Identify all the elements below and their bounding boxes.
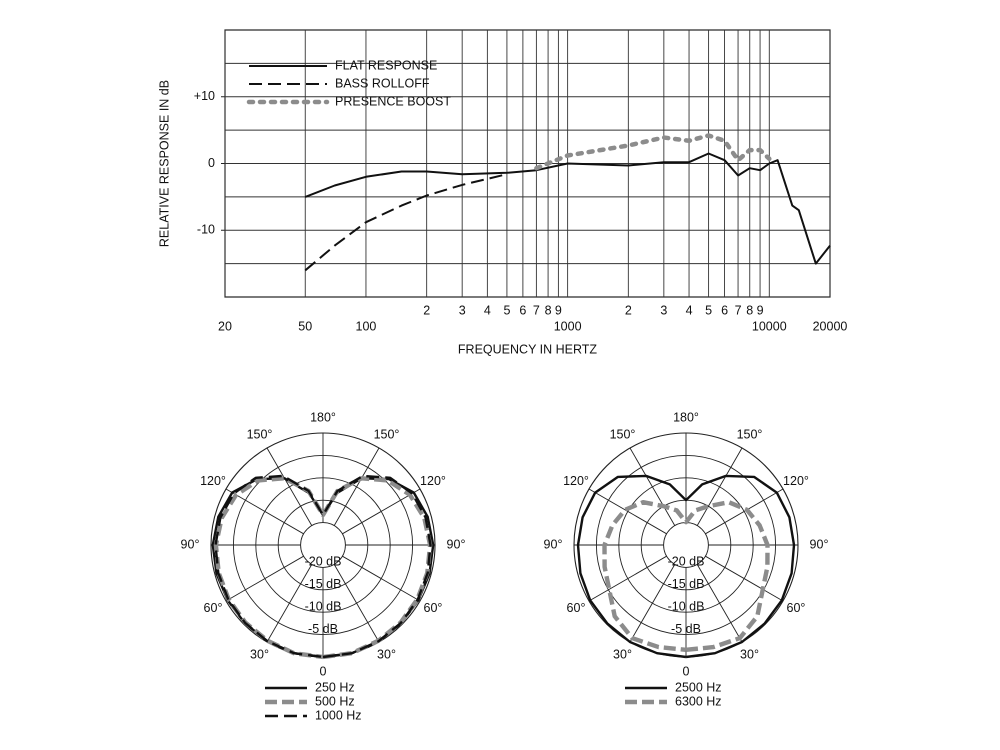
angle-label: 30° (377, 647, 396, 661)
ring-label: -15 dB (305, 577, 342, 591)
legend-label: BASS ROLLOFF (335, 76, 430, 90)
angle-label: 90° (810, 537, 829, 551)
y-axis-label: RELATIVE RESPONSE IN dB (157, 80, 171, 247)
ring (232, 454, 414, 636)
x-tick-label: 4 (484, 303, 491, 317)
response-curve (304, 173, 508, 272)
legend-label: 2500 Hz (675, 680, 722, 694)
ring (300, 522, 346, 568)
angle-label: 120° (200, 474, 226, 488)
x-tick-label: 5 (705, 303, 712, 317)
angle-label: 0 (683, 664, 690, 678)
angle-label: 30° (613, 647, 632, 661)
x-tick-label: 9 (757, 303, 764, 317)
ring-label: -10 dB (668, 599, 705, 613)
x-axis-label: FREQUENCY IN HERTZ (458, 342, 598, 356)
angle-label: 120° (420, 474, 446, 488)
angle-label: 180° (310, 410, 336, 424)
x-tick-label: 6 (519, 303, 526, 317)
angle-label: 90° (181, 537, 200, 551)
legend-label: 500 Hz (315, 694, 355, 708)
angle-label: 150° (374, 427, 400, 441)
angle-label: 60° (424, 601, 443, 615)
response-curve (304, 152, 831, 265)
y-tick-label: +10 (194, 89, 215, 103)
angle-label: 90° (447, 537, 466, 551)
ring-label: -20 dB (668, 555, 705, 569)
x-tick-label: 7 (735, 303, 742, 317)
x-tick-label: 7 (533, 303, 540, 317)
legend-label: 6300 Hz (675, 694, 722, 708)
x-tick-label: 1000 (554, 319, 582, 333)
x-tick-label: 4 (686, 303, 693, 317)
angle-label: 60° (567, 601, 586, 615)
x-tick-label: 20000 (813, 319, 848, 333)
ring-label: -5 dB (308, 622, 338, 636)
polar-pattern (214, 474, 432, 659)
x-tick-label: 10000 (752, 319, 787, 333)
ring-label: -5 dB (671, 622, 701, 636)
x-tick-label: 50 (298, 319, 312, 333)
ring-label: -15 dB (668, 577, 705, 591)
x-tick-label: 8 (545, 303, 552, 317)
y-tick-label: -10 (197, 223, 215, 237)
angle-label: 150° (247, 427, 273, 441)
angle-label: 0 (320, 664, 327, 678)
x-tick-label: 20 (218, 319, 232, 333)
angle-label: 120° (783, 474, 809, 488)
polar-pattern (602, 500, 770, 652)
x-tick-label: 100 (356, 319, 377, 333)
x-tick-label: 3 (660, 303, 667, 317)
angle-label: 120° (563, 474, 589, 488)
x-tick-label: 5 (503, 303, 510, 317)
ring (255, 477, 391, 613)
x-tick-label: 6 (721, 303, 728, 317)
angle-label: 30° (250, 647, 269, 661)
angle-label: 90° (544, 537, 563, 551)
ring (277, 499, 369, 591)
legend-label: PRESENCE BOOST (335, 94, 451, 108)
ring (595, 454, 777, 636)
legend-label: 250 Hz (315, 680, 355, 694)
ring-label: -10 dB (305, 599, 342, 613)
angle-label: 150° (610, 427, 636, 441)
angle-label: 30° (740, 647, 759, 661)
x-tick-label: 2 (625, 303, 632, 317)
polar-pattern (576, 474, 796, 659)
ring-label: -20 dB (305, 555, 342, 569)
angle-label: 60° (787, 601, 806, 615)
legend-label: FLAT RESPONSE (335, 58, 437, 72)
y-tick-label: 0 (208, 156, 215, 170)
ring (618, 477, 754, 613)
legend-label: 1000 Hz (315, 708, 362, 722)
x-tick-label: 9 (555, 303, 562, 317)
angle-label: 60° (204, 601, 223, 615)
angle-label: 150° (737, 427, 763, 441)
x-tick-label: 3 (459, 303, 466, 317)
x-tick-label: 2 (423, 303, 430, 317)
angle-label: 180° (673, 410, 699, 424)
response-curve (534, 133, 772, 171)
x-tick-label: 8 (746, 303, 753, 317)
